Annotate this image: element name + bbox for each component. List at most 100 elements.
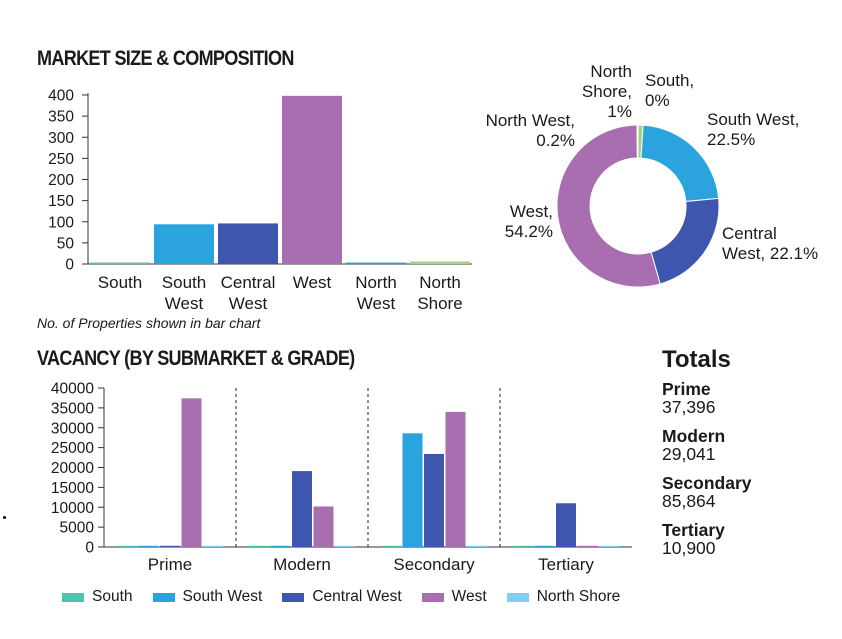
totals-panel: Totals Prime 37,396 Modern 29,041 Second… [662, 346, 832, 568]
legend-label: Central West [312, 588, 402, 605]
x-tick-label: North [419, 273, 461, 292]
bar-secondary-central-west [424, 453, 444, 547]
x-tick-label: Prime [148, 555, 192, 574]
totals-value: 10,900 [662, 538, 716, 558]
legend-item-central-west: Central West [282, 588, 402, 606]
bar-modern-south-west [270, 545, 291, 547]
legend-label: South [92, 588, 133, 605]
totals-value: 85,864 [662, 491, 716, 511]
x-tick-label: Tertiary [538, 555, 594, 574]
bar-north-west [346, 262, 406, 264]
x-tick-label: West [357, 294, 396, 313]
bar-tertiary-north-shore [599, 545, 619, 547]
bar-tertiary-central-west [556, 503, 576, 547]
donut-label-north-west: North West, [486, 111, 575, 130]
y-tick-label: 100 [48, 214, 74, 231]
legend-item-west: West [421, 588, 487, 606]
bar-chart-note: No. of Properties shown in bar chart [37, 315, 261, 331]
legend-label: West [451, 588, 487, 605]
y-tick-label: 40000 [51, 381, 94, 398]
y-tick-label: 200 [48, 172, 74, 189]
y-tick-label: 30000 [51, 420, 94, 437]
x-tick-label: West [293, 273, 332, 292]
legend-swatch [152, 592, 175, 602]
y-tick-label: 0 [85, 540, 94, 557]
stray-dot [3, 516, 6, 519]
x-tick-label: Modern [273, 555, 331, 574]
legend-item-south: South [62, 588, 133, 606]
y-tick-label: 350 [48, 109, 74, 126]
donut-label-south: 0% [645, 91, 670, 110]
donut-label-north-shore: Shore, [582, 82, 632, 101]
bar-secondary-south [381, 545, 401, 547]
x-tick-label: West [165, 294, 204, 313]
donut-label-south: South, [645, 71, 694, 90]
y-tick-label: 15000 [51, 480, 94, 497]
y-tick-label: 300 [48, 130, 74, 147]
legend-swatch [421, 592, 444, 602]
y-tick-label: 35000 [51, 400, 94, 417]
totals-item-tertiary: Tertiary 10,900 [662, 521, 832, 557]
donut-slice-north-west [636, 124, 639, 159]
totals-label: Secondary [662, 473, 752, 493]
donut-label-north-west: 0.2% [536, 131, 575, 150]
bar-south [90, 262, 150, 264]
x-tick-label: South [162, 273, 206, 292]
bar-secondary-south-west [402, 433, 423, 547]
donut-label-north-shore: North [590, 62, 632, 81]
totals-item-prime: Prime 37,396 [662, 380, 832, 416]
y-tick-label: 10000 [51, 500, 94, 517]
legend-item-north-shore: North Shore [506, 588, 620, 606]
totals-item-modern: Modern 29,041 [662, 427, 832, 463]
bar-secondary-west [445, 411, 466, 547]
bar-tertiary-south-west [534, 545, 555, 547]
y-tick-label: 0 [65, 257, 74, 274]
market-size-title: MARKET SIZE & COMPOSITION [37, 47, 294, 70]
bar-north-shore [410, 261, 470, 264]
bar-prime-south-west [138, 545, 159, 547]
x-tick-label: Central [221, 273, 276, 292]
bar-modern-north-shore [335, 545, 355, 547]
bar-secondary-north-shore [467, 545, 487, 547]
y-tick-label: 400 [48, 88, 74, 105]
bar-west [282, 95, 342, 264]
donut-label-west: West, [510, 202, 553, 221]
donut-label-west: 54.2% [505, 222, 553, 241]
legend-swatch [506, 592, 529, 602]
donut-label-central-west: Central [722, 224, 777, 243]
donut-label-central-west: West, 22.1% [722, 244, 818, 263]
bar-modern-south [249, 545, 269, 547]
x-tick-label: South [98, 273, 142, 292]
bar-prime-north-shore [203, 545, 223, 547]
y-tick-label: 25000 [51, 440, 94, 457]
legend-swatch [282, 592, 305, 602]
totals-heading: Totals [662, 346, 731, 373]
bar-tertiary-south [513, 545, 533, 547]
bar-south-west [154, 224, 214, 264]
x-tick-label: West [229, 294, 268, 313]
legend-swatch [62, 592, 84, 602]
bar-central-west [218, 223, 278, 264]
bar-modern-central-west [292, 471, 312, 547]
donut-slice-west [556, 124, 661, 288]
y-tick-label: 5000 [60, 520, 95, 537]
bar-prime-central-west [160, 545, 180, 547]
totals-item-secondary: Secondary 85,864 [662, 474, 832, 510]
totals-label: Modern [662, 426, 726, 446]
donut-label-south-west: South West, [707, 110, 799, 129]
vacancy-legend: South South West Central West West North… [62, 588, 640, 606]
bar-prime-south [117, 545, 137, 547]
totals-value: 37,396 [662, 397, 716, 417]
totals-label: Tertiary [662, 520, 725, 540]
y-tick-label: 20000 [51, 460, 94, 477]
y-tick-label: 150 [48, 193, 74, 210]
y-tick-label: 250 [48, 151, 74, 168]
x-tick-label: Secondary [393, 555, 475, 574]
donut-label-north-shore: 1% [607, 102, 632, 121]
y-tick-label: 50 [57, 235, 75, 252]
totals-value: 29,041 [662, 444, 716, 464]
donut-label-south-west: 22.5% [707, 130, 755, 149]
